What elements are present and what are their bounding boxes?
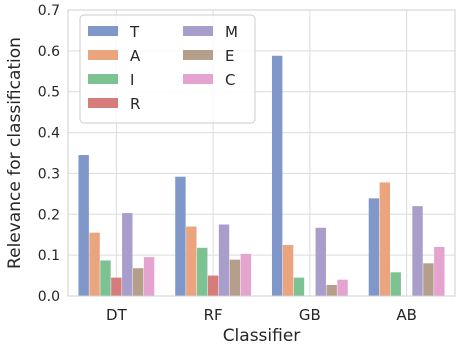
y-tick-label: 0.1 bbox=[38, 248, 60, 264]
plot-frame bbox=[67, 9, 456, 297]
bar-T-GB bbox=[271, 55, 283, 297]
bar-E-RF bbox=[229, 259, 241, 296]
x-tick-label: RF bbox=[204, 306, 223, 324]
y-tick-label: 0.4 bbox=[38, 126, 60, 142]
bar-R-DT bbox=[111, 277, 122, 296]
legend-label-M: M bbox=[225, 23, 238, 41]
bar-E-DT bbox=[132, 268, 144, 296]
y-tick-label: 0.3 bbox=[38, 166, 60, 182]
legend-swatch-M bbox=[183, 26, 213, 36]
bar-E-GB bbox=[326, 284, 337, 296]
legend-swatch-T bbox=[88, 26, 118, 36]
bar-I-DT bbox=[100, 260, 111, 296]
legend-swatch-C bbox=[183, 74, 213, 84]
x-axis-label: Classifier bbox=[223, 326, 301, 346]
y-tick-label: 0.7 bbox=[38, 3, 60, 19]
bars bbox=[78, 55, 445, 297]
y-tick-label: 0.5 bbox=[38, 85, 60, 101]
legend-label-R: R bbox=[130, 95, 140, 113]
bar-E-AB bbox=[423, 263, 434, 296]
bar-M-AB bbox=[412, 206, 423, 296]
legend-swatch-I bbox=[88, 74, 118, 84]
x-tick-label: GB bbox=[299, 306, 321, 324]
bar-T-RF bbox=[175, 176, 186, 296]
bar-C-DT bbox=[143, 257, 155, 296]
bar-A-DT bbox=[89, 232, 100, 296]
legend-label-C: C bbox=[225, 71, 235, 89]
y-tick-label: 0.2 bbox=[38, 207, 60, 223]
y-tick-label: 0.0 bbox=[38, 289, 60, 305]
legend-label-T: T bbox=[129, 23, 140, 41]
bar-T-AB bbox=[368, 198, 380, 296]
x-axis-ticks: DT RF GB AB bbox=[106, 306, 417, 324]
bar-A-RF bbox=[186, 226, 197, 296]
bar-C-GB bbox=[337, 279, 348, 296]
legend-label-A: A bbox=[130, 47, 141, 65]
bar-A-AB bbox=[379, 182, 391, 296]
bar-C-RF bbox=[240, 253, 252, 296]
legend-label-E: E bbox=[225, 47, 234, 65]
bar-M-DT bbox=[122, 213, 133, 296]
y-tick-label: 0.6 bbox=[38, 44, 60, 60]
bar-I-RF bbox=[197, 247, 208, 296]
bar-I-GB bbox=[293, 277, 305, 296]
bar-I-AB bbox=[390, 272, 401, 296]
legend-swatch-E bbox=[183, 50, 213, 60]
bar-M-RF bbox=[218, 224, 230, 296]
x-tick-label: AB bbox=[396, 306, 417, 324]
legend-label-I: I bbox=[130, 71, 134, 89]
legend-box bbox=[79, 14, 256, 124]
bar-M-GB bbox=[315, 227, 326, 296]
legend-swatch-A bbox=[88, 50, 118, 60]
x-tick-label: DT bbox=[106, 306, 128, 324]
bar-T-DT bbox=[78, 155, 89, 296]
bar-C-AB bbox=[434, 246, 445, 296]
bar-A-GB bbox=[282, 244, 294, 296]
legend-swatch-R bbox=[88, 98, 118, 108]
bar-R-RF bbox=[207, 275, 219, 296]
y-axis-label: Relevance for classification bbox=[5, 37, 25, 269]
y-axis-ticks: 0.0 0.1 0.2 0.3 0.4 0.5 0.6 0.7 bbox=[38, 3, 60, 305]
